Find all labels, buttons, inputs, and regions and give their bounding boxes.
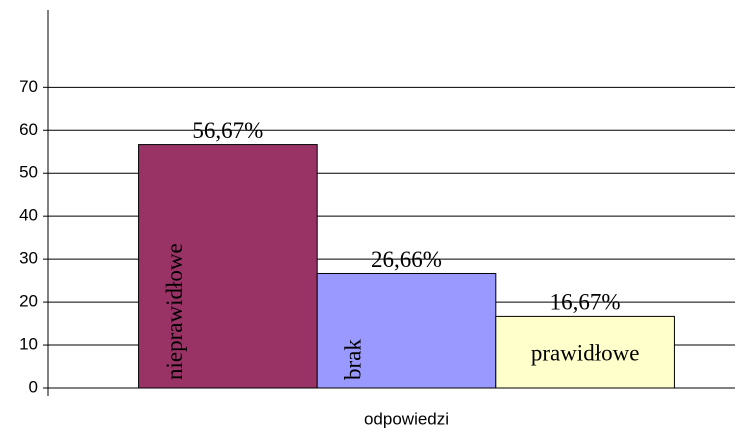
y-tick-label: 0 (29, 377, 38, 396)
y-tick-label: 30 (19, 249, 38, 268)
bar (138, 144, 318, 389)
y-tick-label: 40 (19, 206, 38, 225)
y-tick-label: 70 (19, 77, 38, 96)
y-tick-label: 10 (19, 335, 38, 354)
value-label: 56,67% (192, 118, 263, 143)
x-axis-label: odpowiedzi (364, 409, 449, 428)
y-tick-label: 60 (19, 120, 38, 139)
series-label: prawidłowe (531, 340, 640, 365)
series-label: brak (340, 339, 365, 380)
y-tick-label: 20 (19, 292, 38, 311)
bar (316, 272, 497, 389)
bar (495, 315, 675, 389)
series-label: nieprawidłowe (162, 243, 187, 380)
value-label: 16,67% (550, 290, 621, 315)
value-label: 26,66% (371, 247, 442, 272)
y-tick-label: 50 (19, 163, 38, 182)
